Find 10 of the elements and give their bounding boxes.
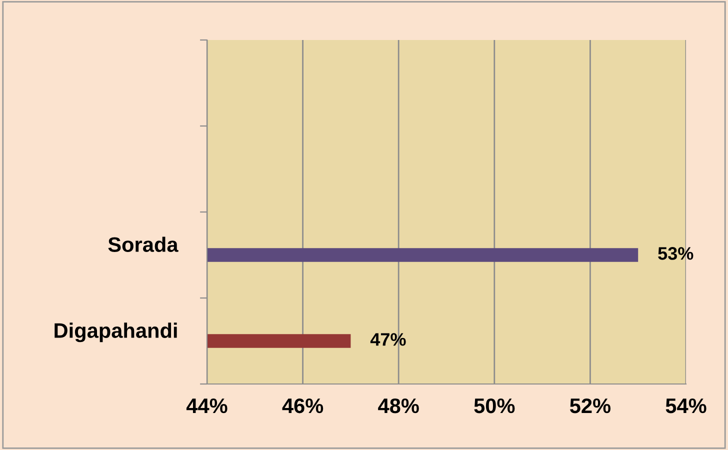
data-label: 53%: [658, 247, 694, 260]
x-tick-label: 48%: [378, 398, 419, 414]
x-tick-label: 46%: [282, 398, 324, 414]
x-tick-label: 44%: [186, 398, 228, 414]
y-tick-label: Sorada: [108, 236, 178, 252]
x-tick-label: 54%: [666, 398, 706, 414]
x-tick-label: 50%: [474, 398, 515, 414]
x-tick-label: 52%: [570, 398, 610, 414]
data-label: 47%: [370, 333, 406, 346]
y-tick-label: Digapahandi: [54, 322, 177, 342]
